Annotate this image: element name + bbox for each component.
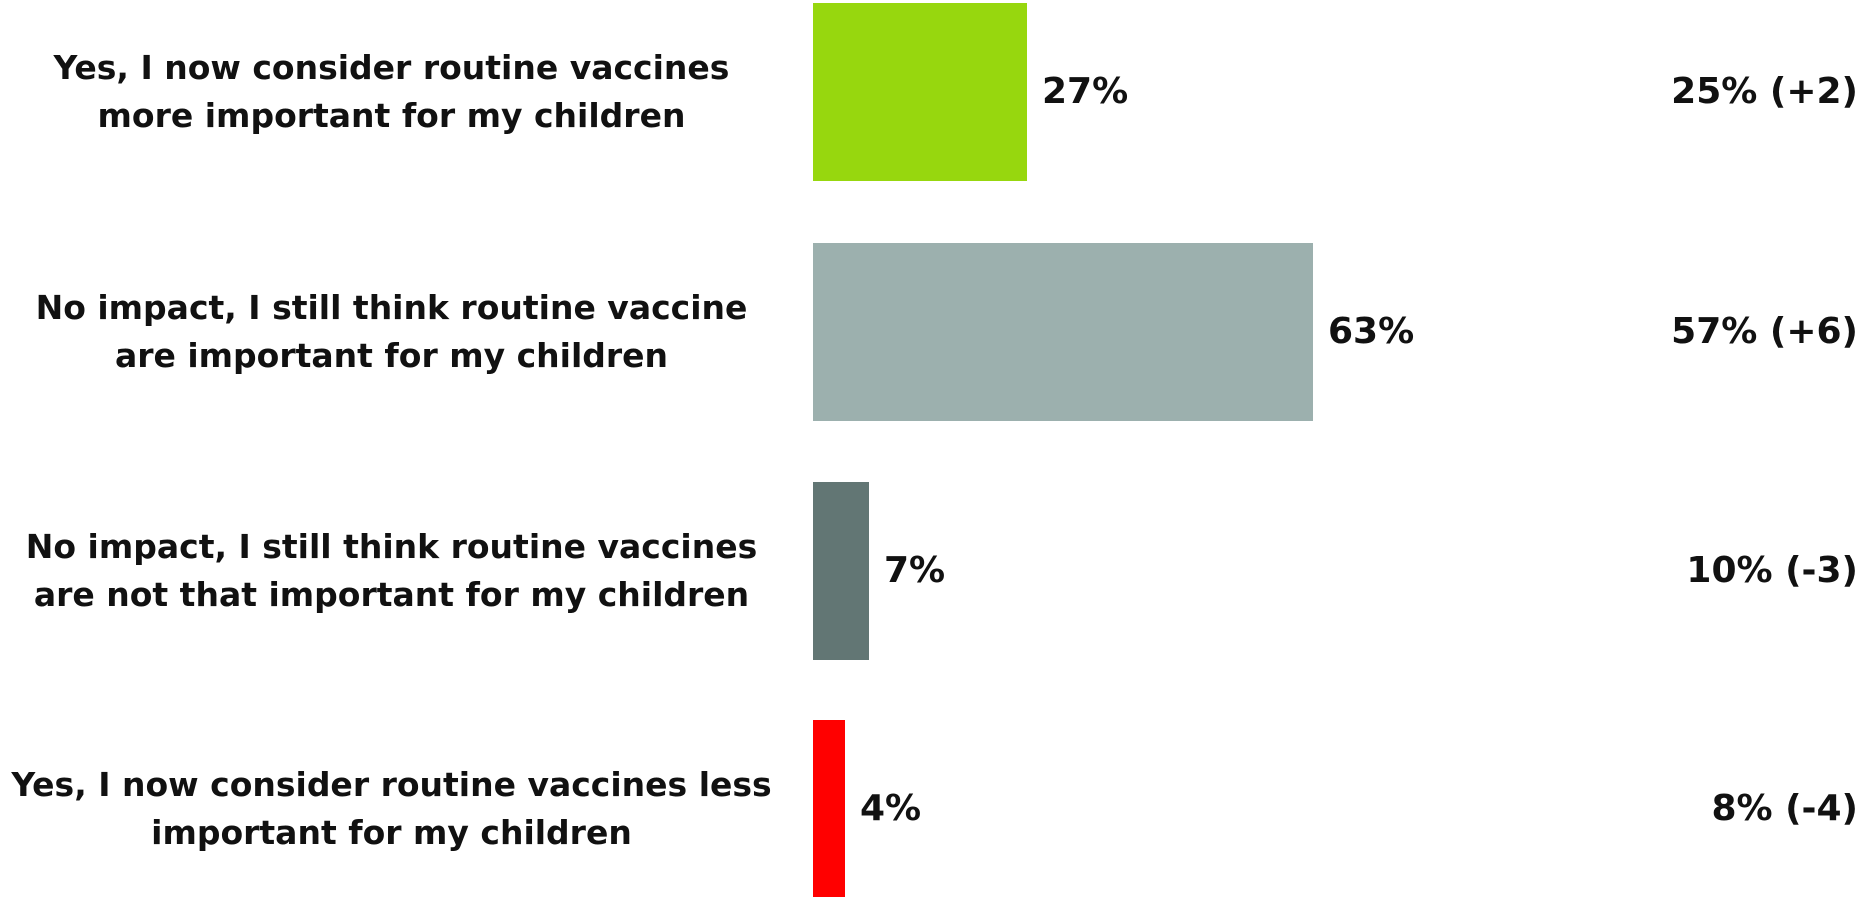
comparison-label: 8% (-4)	[1711, 788, 1858, 829]
value-label: 7%	[884, 550, 946, 591]
bar	[813, 720, 845, 897]
value-label: 63%	[1328, 311, 1415, 352]
comparison-label: 57% (+6)	[1671, 311, 1858, 352]
bar	[813, 482, 869, 660]
category-label: No impact, I still think routine vaccine…	[25, 527, 758, 614]
value-label: 4%	[860, 788, 922, 829]
comparison-label: 25% (+2)	[1671, 71, 1858, 112]
value-label: 27%	[1042, 71, 1129, 112]
category-label: No impact, I still think routine vaccine…	[35, 288, 748, 375]
bar	[813, 243, 1313, 421]
comparison-label: 10% (-3)	[1686, 550, 1858, 591]
bar	[813, 3, 1027, 181]
category-label: Yes, I now consider routine vaccines les…	[11, 765, 772, 852]
category-label: Yes, I now consider routine vaccines mor…	[53, 48, 730, 135]
